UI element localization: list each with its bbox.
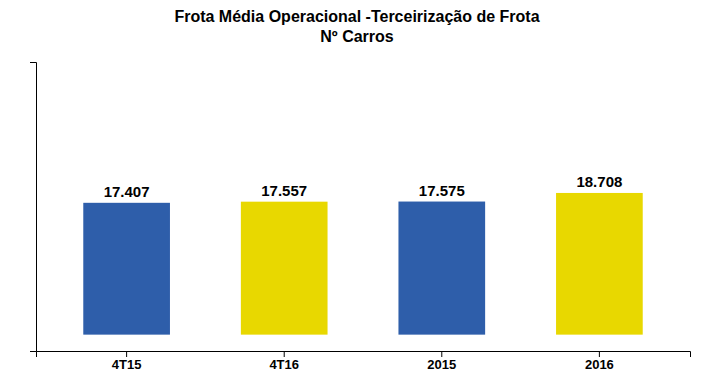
- data-label: 17.407: [104, 183, 150, 200]
- title: Frota Média Operacional -Terceirização d…: [174, 8, 539, 25]
- x-tick: 2016: [585, 351, 614, 372]
- y-axis-line: [30, 63, 37, 352]
- data-label: 17.575: [419, 182, 465, 199]
- x-axis-line: [37, 352, 691, 358]
- x-tick: 4T15: [112, 351, 142, 372]
- x-tick-label: 2015: [427, 357, 456, 372]
- bars: [83, 193, 642, 335]
- data-label: 17.557: [261, 182, 307, 199]
- data-label: 18.708: [576, 173, 622, 190]
- x-tick-label: 4T16: [269, 357, 299, 372]
- x-tick-label: 4T15: [112, 357, 142, 372]
- x-tick-mark: [126, 351, 127, 357]
- x-tick: 2015: [427, 351, 456, 372]
- y-axis: [30, 63, 37, 352]
- x-tick-mark: [599, 351, 600, 357]
- title-group: Frota Média Operacional -Terceirização d…: [174, 8, 539, 45]
- subtitle: Nº Carros: [320, 28, 394, 45]
- bar: [83, 203, 170, 335]
- chart: Frota Média Operacional -Terceirização d…: [0, 0, 714, 387]
- bar: [398, 202, 485, 335]
- plot: 4T15 4T16 2015 2016 17.407 17.557 17.575 18.708: [30, 63, 691, 373]
- x-tick-mark: [284, 351, 285, 357]
- x-tick: 4T16: [269, 351, 299, 372]
- bar: [556, 193, 643, 335]
- bar: [241, 202, 328, 335]
- x-tick-label: 2016: [585, 357, 614, 372]
- x-axis: 4T15 4T16 2015 2016: [37, 351, 691, 372]
- x-tick-mark: [441, 351, 442, 357]
- data-labels: 17.407 17.557 17.575 18.708: [104, 173, 623, 200]
